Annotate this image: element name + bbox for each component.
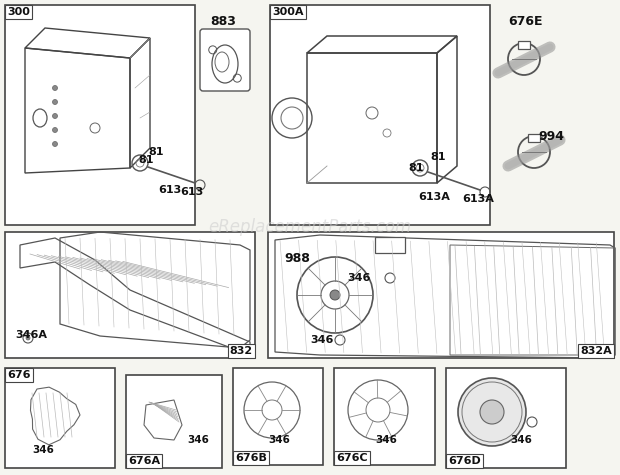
Text: 300A: 300A <box>272 7 304 17</box>
Bar <box>5 5 195 225</box>
Bar <box>528 134 540 142</box>
Text: 346: 346 <box>375 435 397 445</box>
Text: 300: 300 <box>7 7 30 17</box>
Bar <box>518 41 530 49</box>
Text: 676: 676 <box>7 370 30 380</box>
Text: 676B: 676B <box>235 453 267 463</box>
Text: 346A: 346A <box>15 330 47 340</box>
Circle shape <box>26 336 30 340</box>
Text: 613A: 613A <box>462 194 494 204</box>
FancyBboxPatch shape <box>200 29 250 91</box>
Text: 832: 832 <box>230 346 253 356</box>
Circle shape <box>458 378 526 446</box>
Text: 81: 81 <box>148 147 164 157</box>
Text: 346: 346 <box>32 445 54 455</box>
Circle shape <box>480 400 504 424</box>
Text: 346: 346 <box>347 273 370 283</box>
Text: 994: 994 <box>538 130 564 143</box>
Text: 346: 346 <box>268 435 290 445</box>
Bar <box>5 368 115 468</box>
Bar <box>270 5 490 225</box>
Text: eReplacementParts.com: eReplacementParts.com <box>208 218 412 237</box>
Text: 832A: 832A <box>580 346 612 356</box>
Text: 613A: 613A <box>418 192 450 202</box>
Text: 81: 81 <box>138 155 154 165</box>
Bar <box>233 368 323 465</box>
Text: 676A: 676A <box>128 456 160 466</box>
Bar <box>126 375 222 468</box>
Text: 81: 81 <box>430 152 446 162</box>
Circle shape <box>53 86 58 91</box>
Text: 676E: 676E <box>508 15 542 28</box>
Text: 613: 613 <box>158 185 181 195</box>
Text: 988: 988 <box>284 252 310 265</box>
Text: 676D: 676D <box>448 456 480 466</box>
Text: 346: 346 <box>310 335 334 345</box>
Bar <box>5 232 255 358</box>
Bar <box>375 237 405 253</box>
Text: 346: 346 <box>510 435 532 445</box>
Circle shape <box>330 290 340 300</box>
Circle shape <box>53 114 58 118</box>
Circle shape <box>53 127 58 133</box>
Bar <box>446 368 566 468</box>
Text: 613: 613 <box>180 187 203 197</box>
Text: 81: 81 <box>408 163 423 173</box>
Bar <box>268 232 614 358</box>
Circle shape <box>53 99 58 104</box>
Bar <box>334 368 435 465</box>
Text: 883: 883 <box>210 15 236 28</box>
Circle shape <box>53 142 58 146</box>
Text: 676C: 676C <box>336 453 368 463</box>
Text: 346: 346 <box>187 435 209 445</box>
